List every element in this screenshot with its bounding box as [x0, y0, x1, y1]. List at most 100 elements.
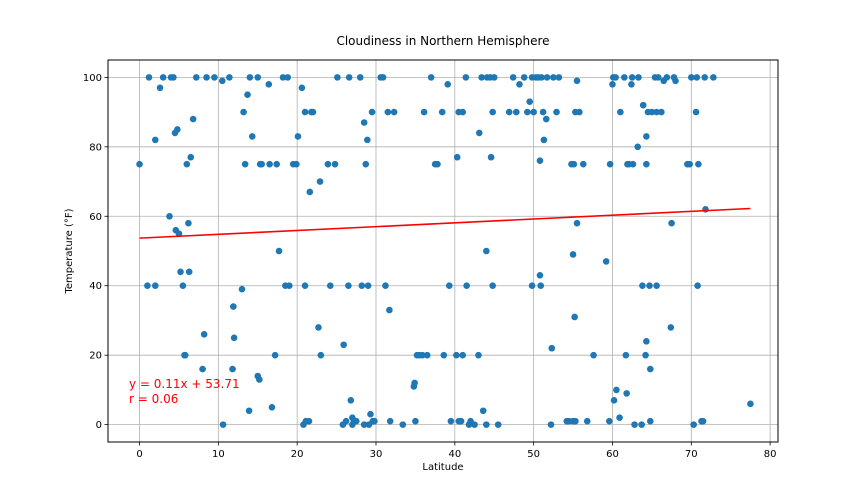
data-point — [230, 334, 238, 342]
data-point — [622, 351, 630, 359]
data-point — [471, 421, 478, 428]
regression-line — [139, 207, 751, 239]
data-point — [347, 397, 355, 404]
data-point — [199, 365, 206, 373]
data-point — [610, 397, 618, 404]
data-point — [528, 282, 536, 290]
data-point — [530, 108, 537, 116]
data-point — [177, 268, 184, 276]
data-point — [479, 407, 487, 415]
data-point — [543, 74, 551, 81]
data-point — [580, 160, 587, 168]
data-point — [364, 136, 371, 144]
axis-ticks: 0 10 20 30 40 50 60 70 80 0 20 40 60 80 100 — [83, 73, 777, 460]
data-point — [244, 91, 251, 99]
data-point — [200, 331, 208, 338]
data-point — [490, 74, 498, 81]
data-point — [145, 74, 153, 81]
data-point — [358, 282, 366, 290]
data-point — [179, 282, 187, 290]
data-point — [345, 282, 352, 290]
data-point — [699, 417, 707, 425]
data-point — [692, 108, 700, 116]
data-point — [505, 108, 513, 116]
data-point — [459, 108, 467, 116]
data-point — [629, 160, 637, 168]
x-tick-label: 40 — [448, 449, 461, 460]
data-point — [334, 74, 341, 81]
data-point — [643, 133, 650, 140]
data-point — [548, 344, 556, 352]
data-point — [570, 160, 578, 168]
data-point — [658, 108, 665, 116]
data-point — [526, 98, 534, 105]
data-point — [444, 81, 452, 88]
data-point — [386, 306, 393, 314]
data-point — [573, 219, 581, 227]
data-point — [453, 153, 461, 161]
data-point — [230, 303, 237, 310]
data-point — [271, 351, 279, 359]
data-point — [617, 108, 624, 116]
data-point — [690, 421, 697, 428]
data-point — [189, 115, 197, 123]
data-point — [293, 160, 300, 168]
data-point — [475, 129, 483, 137]
data-point — [489, 282, 496, 290]
data-point — [241, 160, 249, 168]
data-point — [306, 188, 314, 196]
data-point — [175, 230, 183, 237]
data-point — [275, 247, 283, 255]
data-point — [317, 351, 325, 359]
data-point — [643, 160, 650, 168]
data-point — [695, 160, 702, 168]
x-axis-label: Latitude — [422, 462, 463, 473]
data-point — [265, 81, 273, 88]
data-point — [628, 74, 636, 81]
plot-area-frame — [107, 59, 779, 443]
data-point — [218, 77, 226, 85]
data-point — [550, 74, 557, 81]
data-point — [331, 160, 339, 168]
data-point — [540, 136, 548, 144]
data-point — [537, 282, 545, 290]
data-point — [151, 136, 159, 144]
data-point — [446, 282, 453, 290]
data-point — [156, 84, 164, 92]
data-point — [553, 108, 560, 116]
data-point — [159, 74, 167, 81]
data-point — [516, 81, 523, 88]
data-point — [219, 421, 227, 428]
data-point — [258, 160, 266, 168]
data-point — [427, 74, 435, 81]
data-point — [183, 160, 191, 168]
data-point — [151, 282, 159, 290]
correlation-value: r = 0.06 — [129, 392, 178, 406]
data-point — [555, 74, 563, 81]
data-point — [211, 74, 218, 81]
data-point — [457, 417, 465, 425]
data-point — [340, 341, 347, 349]
data-point — [240, 108, 247, 116]
data-point — [494, 421, 502, 428]
data-point — [694, 282, 701, 290]
x-tick-label: 20 — [291, 449, 304, 460]
x-tick-label: 30 — [370, 449, 383, 460]
data-point — [301, 282, 309, 290]
data-point — [360, 421, 368, 428]
data-point — [301, 108, 309, 116]
y-tick-label: 40 — [89, 281, 102, 292]
data-point — [309, 108, 317, 116]
data-point — [136, 160, 143, 168]
data-point — [747, 400, 754, 408]
data-point — [668, 219, 675, 227]
data-point — [483, 247, 490, 255]
data-point — [612, 74, 619, 81]
data-point — [324, 160, 332, 168]
data-point — [569, 251, 577, 258]
data-point — [638, 421, 645, 428]
data-point — [434, 160, 441, 168]
data-point — [453, 351, 460, 359]
y-tick-label: 20 — [89, 351, 102, 362]
